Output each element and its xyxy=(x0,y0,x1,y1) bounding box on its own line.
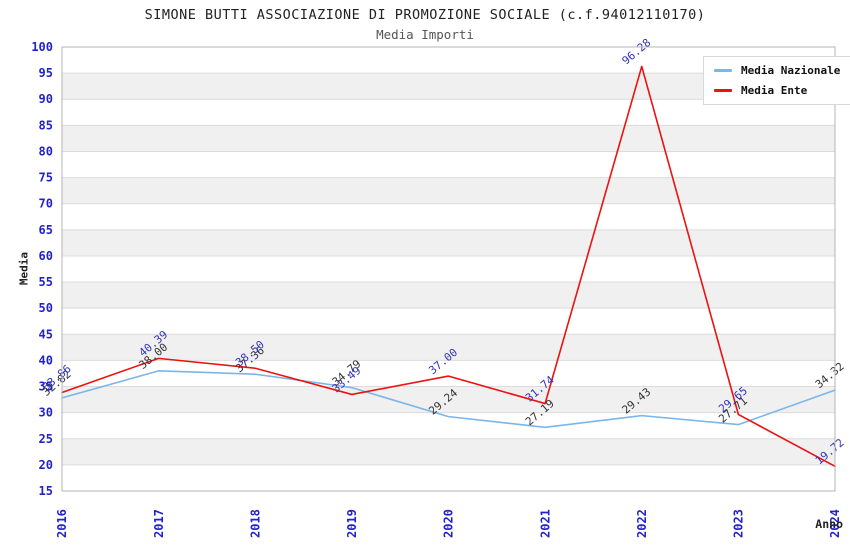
y-tick-label: 90 xyxy=(39,92,53,106)
media-nazionale-line-swatch xyxy=(714,69,732,72)
plot-band xyxy=(62,386,835,413)
plot-band xyxy=(62,125,835,152)
x-tick-label: 2017 xyxy=(152,509,166,538)
y-tick-label: 95 xyxy=(39,66,53,80)
y-tick-label: 80 xyxy=(39,144,53,158)
x-tick-label: 2023 xyxy=(732,509,746,538)
y-tick-label: 45 xyxy=(39,327,53,341)
chart-title: SIMONE BUTTI ASSOCIAZIONE DI PROMOZIONE … xyxy=(144,7,706,23)
y-tick-label: 40 xyxy=(39,353,53,367)
y-tick-label: 20 xyxy=(39,458,53,472)
plot-band xyxy=(62,360,835,387)
plot-band xyxy=(62,282,835,309)
x-tick-label: 2016 xyxy=(55,509,69,538)
y-tick-label: 30 xyxy=(39,406,53,420)
legend-label: Media Ente xyxy=(741,84,808,97)
series-line-media-nazionale xyxy=(61,370,836,429)
legend-item-media-nazionale: Media Nazionale xyxy=(714,64,840,77)
plot-band xyxy=(62,334,835,361)
x-tick-label: 2020 xyxy=(442,509,456,538)
plot-band xyxy=(62,438,835,465)
y-tick-label: 15 xyxy=(39,484,53,498)
x-tick-label: 2024 xyxy=(828,509,842,538)
y-tick-label: 55 xyxy=(39,275,53,289)
y-tick-label: 65 xyxy=(39,223,53,237)
plot-border xyxy=(61,46,836,492)
y-tick-label: 100 xyxy=(31,40,53,54)
plot-band xyxy=(62,308,835,335)
y-tick-label: 70 xyxy=(39,197,53,211)
plot-band xyxy=(62,203,835,230)
x-tick-label: 2019 xyxy=(345,509,359,538)
legend: Media Nazionale Media Ente xyxy=(703,56,850,105)
legend-label: Media Nazionale xyxy=(741,64,841,77)
y-tick-label: 60 xyxy=(39,249,53,263)
plot-band xyxy=(62,177,835,204)
series-line-media-ente xyxy=(61,65,836,468)
y-tick-label: 25 xyxy=(39,432,53,446)
y-tick-label: 75 xyxy=(39,171,53,185)
x-tick-label: 2022 xyxy=(635,509,649,538)
y-tick-label: 35 xyxy=(39,380,53,394)
plot-band xyxy=(62,464,835,491)
legend-item-media-ente: Media Ente xyxy=(714,84,840,97)
plot-band xyxy=(62,255,835,283)
media-ente-line-swatch xyxy=(714,89,732,92)
y-tick-label: 50 xyxy=(39,301,53,315)
plot-band xyxy=(62,151,835,178)
plot-band xyxy=(62,229,835,256)
y-tick-label: 85 xyxy=(39,118,53,132)
y-axis-title: Media xyxy=(17,251,31,286)
x-tick-label: 2021 xyxy=(538,509,552,538)
chart-subtitle: Media Importi xyxy=(376,27,474,42)
x-axis-title: Anno xyxy=(815,517,843,531)
x-tick-label: 2018 xyxy=(248,509,262,538)
